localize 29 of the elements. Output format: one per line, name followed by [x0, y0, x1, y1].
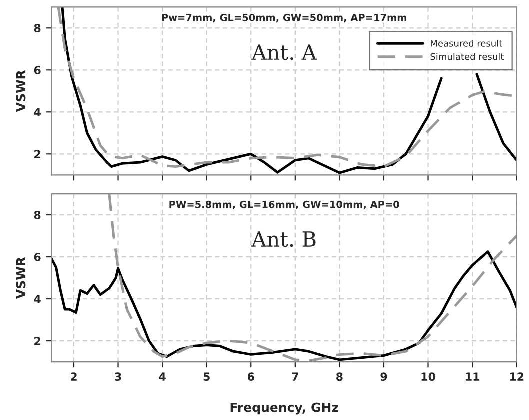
y-axis-title: VSWR [16, 257, 26, 300]
x-tick-label: 4 [159, 372, 166, 381]
x-tick-label: 6 [248, 372, 254, 382]
x-tick-label: 3 [115, 372, 122, 382]
x-tick-label: 8 [336, 372, 343, 382]
y-tick-label: 6 [34, 253, 41, 262]
x-tick-label: 5 [204, 372, 210, 382]
annotation: PW=5.8mm, GL=16mm, GW=10mm, AP=0 [170, 200, 400, 210]
y-tick-label: 8 [34, 211, 41, 220]
annotation: Ant. B [252, 232, 316, 248]
annotation: Ant. A [252, 44, 318, 60]
x-tick-label: 9 [380, 372, 388, 382]
y-tick-label: 4 [34, 108, 41, 116]
line-series [108, 194, 517, 362]
y-tick-label: 8 [34, 24, 41, 33]
y-tick-label: 6 [34, 66, 41, 75]
x-tick-label: 2 [70, 372, 77, 381]
legend-label: Measured result [431, 40, 502, 47]
x-tick-label: 7 [292, 372, 298, 381]
x-tick-label: 10 [422, 372, 436, 382]
x-tick-label: 11 [466, 372, 480, 381]
y-tick-label: 2 [34, 150, 40, 158]
x-tick-label: 12 [510, 372, 524, 381]
x-axis-title: Frequency, GHz [230, 402, 338, 415]
legend-label: Simulated result [430, 53, 504, 60]
y-axis-title: VSWR [16, 70, 26, 112]
annotation: Pw=7mm, GL=50mm, GW=50mm, AP=17mm [162, 14, 406, 23]
y-tick-label: 2 [34, 337, 40, 346]
y-tick-label: 4 [34, 295, 41, 304]
